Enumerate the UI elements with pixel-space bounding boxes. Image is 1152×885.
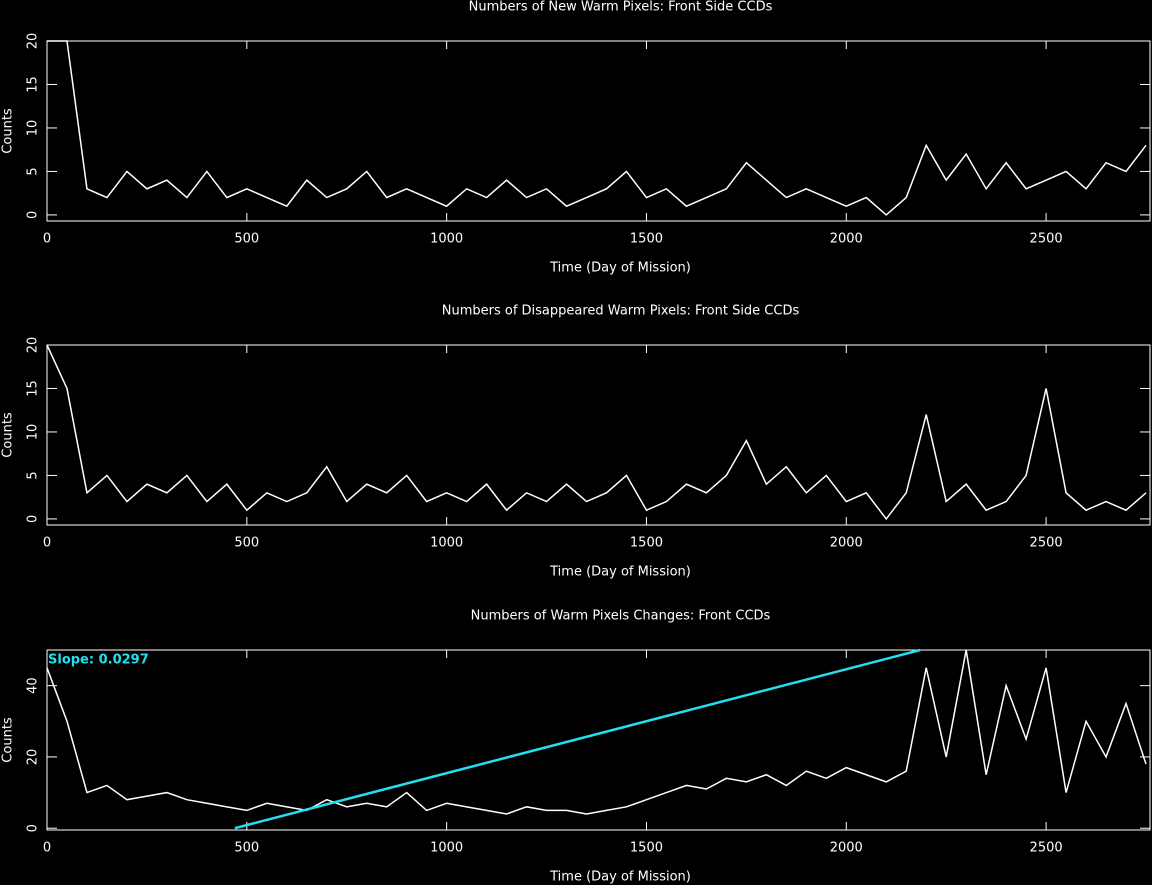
x-tick-label: 1500 (630, 841, 663, 856)
data-line (47, 40, 1147, 216)
y-axis-label: Counts (1, 412, 16, 458)
y-tick-label: 0 (26, 515, 41, 523)
x-tick-label: 500 (234, 232, 259, 247)
y-tick-label: 0 (26, 824, 41, 832)
x-tick-label: 1500 (630, 536, 663, 551)
data-line (46, 344, 1147, 521)
y-tick-label: 5 (26, 167, 41, 175)
x-tick-label: 2500 (1030, 536, 1063, 551)
y-tick-label: 20 (26, 749, 41, 766)
data-line (46, 649, 1147, 815)
y-tick-label: 20 (26, 337, 41, 354)
x-tick-label: 2500 (1030, 232, 1063, 247)
x-tick-label: 0 (43, 536, 51, 551)
x-tick-label: 0 (43, 841, 51, 856)
x-tick-label: 1000 (430, 841, 463, 856)
x-tick-label: 1000 (430, 232, 463, 247)
x-axis-label: Time (Day of Mission) (549, 261, 691, 276)
x-axis-label: Time (Day of Mission) (549, 870, 691, 885)
chart-title: Numbers of New Warm Pixels: Front Side C… (469, 0, 773, 15)
slope-annotation: Slope: 0.0297 (48, 653, 149, 668)
x-tick-label: 500 (234, 536, 259, 551)
fit-line (234, 648, 921, 830)
y-tick-label: 15 (26, 76, 41, 93)
x-axis-label: Time (Day of Mission) (549, 565, 691, 580)
x-tick-label: 2000 (830, 232, 863, 247)
y-tick-label: 20 (26, 33, 41, 50)
x-tick-label: 2000 (830, 536, 863, 551)
x-tick-label: 2000 (830, 841, 863, 856)
y-tick-label: 10 (26, 120, 41, 137)
y-axis-label: Counts (1, 717, 16, 763)
x-tick-label: 1500 (630, 232, 663, 247)
y-tick-label: 0 (26, 211, 41, 219)
plot-frame (46, 649, 1151, 831)
chart-title: Numbers of Disappeared Warm Pixels: Fron… (442, 304, 800, 319)
plot-frame (46, 344, 1151, 526)
chart-title: Numbers of Warm Pixels Changes: Front CC… (471, 609, 771, 624)
x-tick-label: 2500 (1030, 841, 1063, 856)
plot-frame (46, 40, 1151, 222)
y-tick-label: 10 (26, 424, 41, 441)
y-tick-label: 40 (26, 677, 41, 694)
y-axis-label: Counts (1, 108, 16, 154)
y-tick-label: 5 (26, 471, 41, 479)
x-tick-label: 0 (43, 232, 51, 247)
x-tick-label: 1000 (430, 536, 463, 551)
x-tick-label: 500 (234, 841, 259, 856)
y-tick-label: 15 (26, 380, 41, 397)
